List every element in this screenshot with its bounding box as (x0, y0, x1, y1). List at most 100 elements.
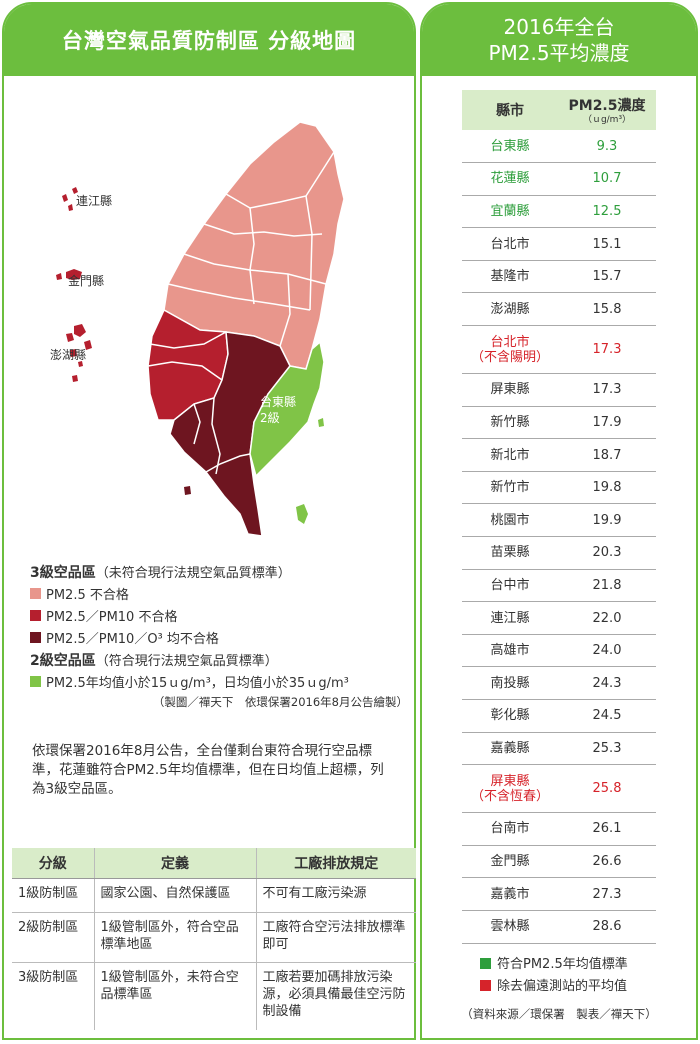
table-header-row: 分級 定義 工廠排放規定 (12, 848, 416, 879)
legend-level2-note: （符合現行法規空氣品質標準） (95, 654, 278, 669)
legend-level3-heading: 3級空品區（未符合現行法規空氣品質標準） (30, 562, 410, 582)
county-name: 宜蘭縣 (490, 203, 530, 219)
col-header-concentration: PM2.5濃度 （ｕg/m³） (558, 90, 656, 130)
table-row: 嘉義縣 25.3 (462, 732, 656, 766)
taiwan-map (56, 121, 345, 537)
pm25-title-line2: PM2.5平均濃度 (488, 41, 630, 65)
county-name: 台南市 (490, 821, 530, 837)
map-credit: （製圖／禪天下 依環保署2016年8月公告繪製） (152, 695, 408, 709)
county-cell: 屏東縣 （不含恆春） (462, 764, 558, 814)
table-cell: 2級防制區 (12, 912, 94, 963)
legend-item-pm25: PM2.5 不合格 (30, 582, 410, 604)
label-taitung-name: 台東縣 (260, 395, 297, 409)
county-cell: 嘉義市 (462, 877, 558, 911)
table-row: 高雄市 24.0 (462, 634, 656, 668)
county-name: 雲林縣 (490, 919, 530, 935)
county-name: 台北市 (490, 334, 530, 350)
value-cell: 26.6 (558, 845, 656, 879)
table-row: 澎湖縣 15.8 (462, 292, 656, 327)
county-name: 連江縣 (490, 610, 530, 626)
swatch-green (480, 958, 491, 969)
county-note: （不含陽明） (470, 349, 549, 365)
col-header-rule: 工廠排放規定 (255, 848, 416, 879)
county-cell: 台北市 （不含陽明） (462, 325, 558, 375)
county-name: 台中市 (490, 577, 530, 593)
county-cell: 高雄市 (462, 634, 558, 668)
map-legend: 3級空品區（未符合現行法規空氣品質標準） PM2.5 不合格 PM2.5／PM1… (30, 560, 410, 710)
table-row: 雲林縣 28.6 (462, 910, 656, 944)
table-row: 苗栗縣 20.3 (462, 536, 656, 570)
county-name: 新竹市 (490, 480, 530, 496)
value-cell: 10.7 (558, 162, 656, 196)
table-row: 連江縣 22.0 (462, 601, 656, 635)
col-header-definition: 定義 (93, 848, 256, 879)
table-cell: 1級管制區外，符合空品標準地區 (93, 912, 256, 963)
label-penghu: 澎湖縣 (50, 348, 87, 362)
label-kinmen: 金門縣 (68, 274, 105, 288)
legend-green: 符合PM2.5年均值標準 (480, 954, 628, 976)
value-cell: 15.8 (558, 292, 656, 327)
legend-item-label: PM2.5年均值小於15ｕg/m³，日均值小於35ｕg/m³ (46, 675, 349, 691)
legend-item-pm25-pm10: PM2.5／PM10 不合格 (30, 604, 410, 626)
region-level2-taitung (249, 340, 325, 478)
county-cell: 台北市 (462, 227, 558, 261)
table-row: 基隆市 15.7 (462, 260, 656, 294)
table-row: 新竹市 19.8 (462, 471, 656, 505)
value-cell: 22.0 (558, 601, 656, 635)
table-cell: 1級防制區 (12, 878, 94, 913)
county-name: 台北市 (490, 236, 530, 252)
county-cell: 新竹縣 (462, 406, 558, 440)
value-cell: 26.1 (558, 812, 656, 846)
swatch-all-fail (30, 631, 41, 643)
county-name: 彰化縣 (490, 708, 530, 724)
table-row: 屏東縣 17.3 (462, 373, 656, 407)
col-header-value: PM2.5濃度 (568, 98, 646, 114)
county-name: 新北市 (490, 447, 530, 463)
legend-red: 除去偏遠測站的平均值 (480, 976, 628, 998)
table-row: 新北市 18.7 (462, 438, 656, 472)
table-row: 屏東縣 （不含恆春） 25.8 (462, 764, 656, 814)
county-name: 台東縣 (490, 138, 530, 154)
legend-item-all-fail: PM2.5／PM10／O³ 均不合格 (30, 626, 410, 648)
table-row: 新竹縣 17.9 (462, 406, 656, 440)
county-cell: 宜蘭縣 (462, 195, 558, 229)
table-row: 嘉義市 27.3 (462, 877, 656, 911)
value-cell: 12.5 (558, 195, 656, 229)
county-note: （不含恆春） (470, 788, 549, 804)
pm25-table: 縣市 PM2.5濃度 （ｕg/m³） 台東縣 9.3 花蓮縣 10.7 宜蘭縣 12.5 台… (462, 90, 656, 944)
county-cell: 新北市 (462, 438, 558, 472)
swatch-pm25-pm10 (30, 609, 41, 621)
county-name: 嘉義縣 (490, 740, 530, 756)
table-cell: 國家公園、自然保護區 (93, 878, 256, 913)
legend-item-label: PM2.5／PM10 不合格 (46, 609, 178, 625)
value-cell: 24.0 (558, 634, 656, 668)
county-name: 基隆市 (490, 269, 530, 285)
value-cell: 17.9 (558, 406, 656, 440)
explanation-paragraph: 依環保署2016年8月公告，全台僅剩台東符合現行空品標準，花蓮雖符合PM2.5年… (32, 743, 384, 797)
table-cell: 工廠若要加碼排放污染源，必須具備最佳空污防制設備 (255, 962, 416, 1030)
table-row: 金門縣 26.6 (462, 845, 656, 879)
legend-level2-heading: 2級空品區（符合現行法規空氣品質標準） (30, 650, 410, 670)
swatch-level2 (30, 675, 41, 687)
county-name: 桃園市 (490, 512, 530, 528)
value-cell: 17.3 (558, 325, 656, 375)
table-cell: 3級防制區 (18, 969, 79, 985)
value-cell: 24.5 (558, 699, 656, 733)
pm25-panel: 2016年全台 PM2.5平均濃度 縣市 PM2.5濃度 （ｕg/m³） 台東縣… (420, 2, 698, 1040)
col-header-unit: （ｕg/m³） (582, 115, 632, 125)
value-cell: 21.8 (558, 569, 656, 603)
county-cell: 澎湖縣 (462, 292, 558, 327)
table-cell: 不可有工廠污染源 (255, 878, 416, 913)
pm25-title: 2016年全台 PM2.5平均濃度 (422, 4, 696, 76)
value-cell: 19.8 (558, 471, 656, 505)
pm25-table-body: 台東縣 9.3 花蓮縣 10.7 宜蘭縣 12.5 台北市 15.1 基隆市 15.7 澎湖縣 15.… (462, 130, 656, 944)
county-name: 苗栗縣 (490, 545, 530, 561)
value-cell: 15.7 (558, 260, 656, 294)
table-row: 台中市 21.8 (462, 569, 656, 603)
pm25-header-row: 縣市 PM2.5濃度 （ｕg/m³） (462, 90, 656, 130)
label-taitung: 台東縣 2級 (260, 394, 296, 426)
table-row: 台北市 （不含陽明） 17.3 (462, 325, 656, 375)
county-cell: 金門縣 (462, 845, 558, 879)
map-panel: 台灣空氣品質防制區 分級地圖 (2, 2, 416, 1040)
legend-item-label: PM2.5／PM10／O³ 均不合格 (46, 631, 219, 647)
